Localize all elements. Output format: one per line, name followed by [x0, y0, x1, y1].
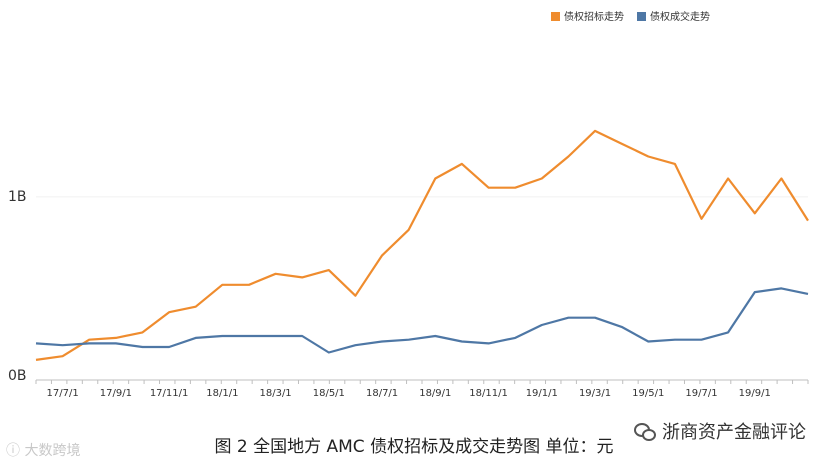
- legend-swatch: [637, 12, 646, 21]
- x-tick-label: 19/1/1: [526, 388, 558, 399]
- x-tick-label: 17/9/1: [100, 388, 132, 399]
- x-tick-label: 18/7/1: [366, 388, 398, 399]
- x-tick-label: 19/3/1: [579, 388, 611, 399]
- chart-legend: 债权招标走势 债权成交走势: [551, 10, 710, 23]
- x-tick-label: 17/7/1: [47, 388, 79, 399]
- y-tick-label: 1B: [8, 189, 27, 205]
- x-tick-label: 18/1/1: [206, 388, 238, 399]
- watermark-logo-icon: ⓘ: [6, 443, 20, 459]
- x-tick-label: 18/3/1: [259, 388, 291, 399]
- x-tick-label: 18/9/1: [419, 388, 451, 399]
- x-tick-label: 19/7/1: [685, 388, 717, 399]
- wechat-icon: [634, 422, 656, 441]
- figure-caption: 图 2 全国地方 AMC 债权招标及成交走势图 单位：元: [214, 437, 614, 457]
- x-tick-label: 17/11/1: [150, 388, 189, 399]
- y-tick-label: 0B: [8, 368, 27, 384]
- line-chart: 债权招标走势 债权成交走势 0B 1B 17/7/1 17/9/1 17/11/1 18/1…: [8, 10, 809, 399]
- plot-area: [35, 129, 809, 361]
- chart-axes: 0B 1B 17/7/1 17/9/1 17/11/1 18/1/1 18/3/1 18/5/…: [8, 189, 809, 399]
- x-tick-label: 18/11/1: [469, 388, 508, 399]
- watermark-right: 浙商资产金融评论: [634, 418, 806, 444]
- series-line-2: [35, 287, 809, 354]
- series-line-1: [35, 129, 809, 361]
- watermark-left: ⓘ 大数跨境: [6, 440, 80, 460]
- x-tick-label: 19/9/1: [739, 388, 771, 399]
- x-tick-label: 19/5/1: [632, 388, 664, 399]
- legend-label: 债权招标走势: [564, 10, 624, 23]
- legend-swatch: [551, 12, 560, 21]
- watermark-right-text: 浙商资产金融评论: [662, 422, 806, 443]
- watermark-left-text: 大数跨境: [24, 443, 81, 459]
- x-tick-label: 18/5/1: [313, 388, 345, 399]
- legend-label: 债权成交走势: [650, 10, 710, 23]
